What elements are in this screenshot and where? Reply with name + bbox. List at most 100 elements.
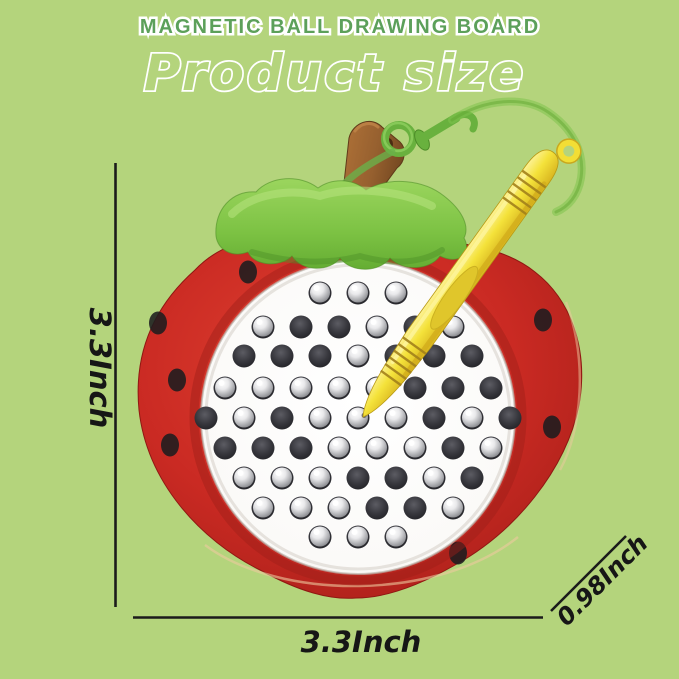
magnetic-ball — [272, 467, 292, 488]
magnetic-ball — [386, 282, 406, 303]
magnetic-ball — [348, 282, 368, 303]
pen-rib-band-lower — [380, 336, 427, 387]
ball-highlight — [332, 380, 339, 386]
hole — [289, 436, 313, 460]
hole — [441, 436, 465, 460]
hole — [251, 436, 275, 460]
ball-highlight — [446, 500, 453, 506]
leaf-highlight — [228, 186, 436, 218]
magnetic-ball — [310, 407, 330, 428]
ball-highlight — [332, 500, 339, 506]
hole — [289, 315, 313, 339]
depth-dimension-line — [550, 535, 627, 612]
magnetic-ball — [329, 437, 349, 458]
hole — [498, 406, 522, 430]
magnetic-ball — [291, 497, 311, 518]
ball-highlight — [237, 470, 244, 476]
pen-rib — [521, 169, 547, 189]
hole — [479, 376, 503, 400]
magnetic-ball — [367, 437, 387, 458]
pen-rib — [388, 356, 412, 374]
pen-rib — [512, 182, 537, 202]
hole — [403, 376, 427, 400]
ball-highlight — [351, 529, 358, 535]
hole — [403, 496, 427, 520]
ball-highlight — [351, 348, 358, 354]
magnetic-ball — [348, 345, 368, 366]
pen-eyelet-hole — [563, 145, 575, 157]
strawberry-rim-highlight — [558, 301, 582, 471]
stem-highlight — [353, 122, 380, 133]
seed-dot — [161, 433, 179, 457]
magnetic-ball — [253, 316, 273, 337]
magnetic-ball — [310, 282, 330, 303]
pen-rib-band-upper — [502, 169, 547, 216]
pen-cord — [448, 97, 586, 216]
pen-rib — [516, 176, 542, 195]
ball-highlight — [237, 410, 244, 416]
hole — [460, 466, 484, 490]
ball-highlight — [370, 319, 377, 325]
ball-highlight — [465, 410, 472, 416]
ball-highlight — [332, 440, 339, 446]
depth-dimension-label: 0.98Inch — [551, 529, 653, 631]
hole — [422, 406, 446, 430]
hole — [441, 376, 465, 400]
clip-ring-highlight — [382, 121, 414, 153]
magnetic-ball — [291, 377, 311, 398]
hole — [194, 406, 218, 430]
ball-highlight — [484, 440, 491, 446]
ball-highlight — [294, 500, 301, 506]
strawberry-rim-highlight — [204, 536, 519, 588]
ball-highlight — [389, 285, 396, 291]
magnetic-ball — [253, 497, 273, 518]
magnetic-ball — [310, 467, 330, 488]
seed-dot — [534, 308, 552, 332]
magnetic-ball — [329, 497, 349, 518]
leaf-shadow — [249, 247, 445, 265]
pen-rib — [380, 369, 402, 387]
height-dimension-label: 3.3Inch — [83, 308, 117, 429]
ball-highlight — [351, 410, 358, 416]
ball-highlight — [370, 440, 377, 446]
ball-highlight — [408, 440, 415, 446]
seed-dots-layer — [149, 260, 561, 565]
pen-cord-core — [450, 100, 584, 214]
magnetic-ball — [367, 316, 387, 337]
magnetic-ball — [405, 437, 425, 458]
pen-rib — [507, 190, 532, 209]
magnetic-ball — [386, 407, 406, 428]
hole — [346, 466, 370, 490]
seed-dot — [149, 311, 167, 335]
ball-highlight — [313, 410, 320, 416]
ball-highlight — [275, 470, 282, 476]
ball-highlight — [313, 470, 320, 476]
pen-rib — [393, 349, 417, 368]
ball-highlight — [256, 380, 263, 386]
pen-rib — [384, 362, 407, 381]
holes-layer — [194, 281, 522, 549]
ball-highlight — [427, 470, 434, 476]
seed-dot — [168, 368, 186, 392]
ball-highlight — [313, 529, 320, 535]
page-title: MAGNETIC BALL DRAWING BOARD — [140, 16, 540, 38]
magnetic-ball — [386, 526, 406, 547]
pen-rib — [397, 342, 422, 362]
magnetic-ball — [253, 377, 273, 398]
magnetic-ball — [215, 377, 235, 398]
magnetic-ball — [234, 467, 254, 488]
hole — [327, 315, 351, 339]
hole — [213, 436, 237, 460]
magnetic-ball — [424, 467, 444, 488]
hole — [308, 344, 332, 368]
pen-highlight — [390, 173, 527, 364]
magnetic-ball — [310, 526, 330, 547]
magnetic-ball — [462, 407, 482, 428]
hole — [384, 466, 408, 490]
hole — [460, 344, 484, 368]
ball-highlight — [389, 410, 396, 416]
seed-dot — [449, 541, 467, 565]
magnetic-ball — [481, 437, 501, 458]
